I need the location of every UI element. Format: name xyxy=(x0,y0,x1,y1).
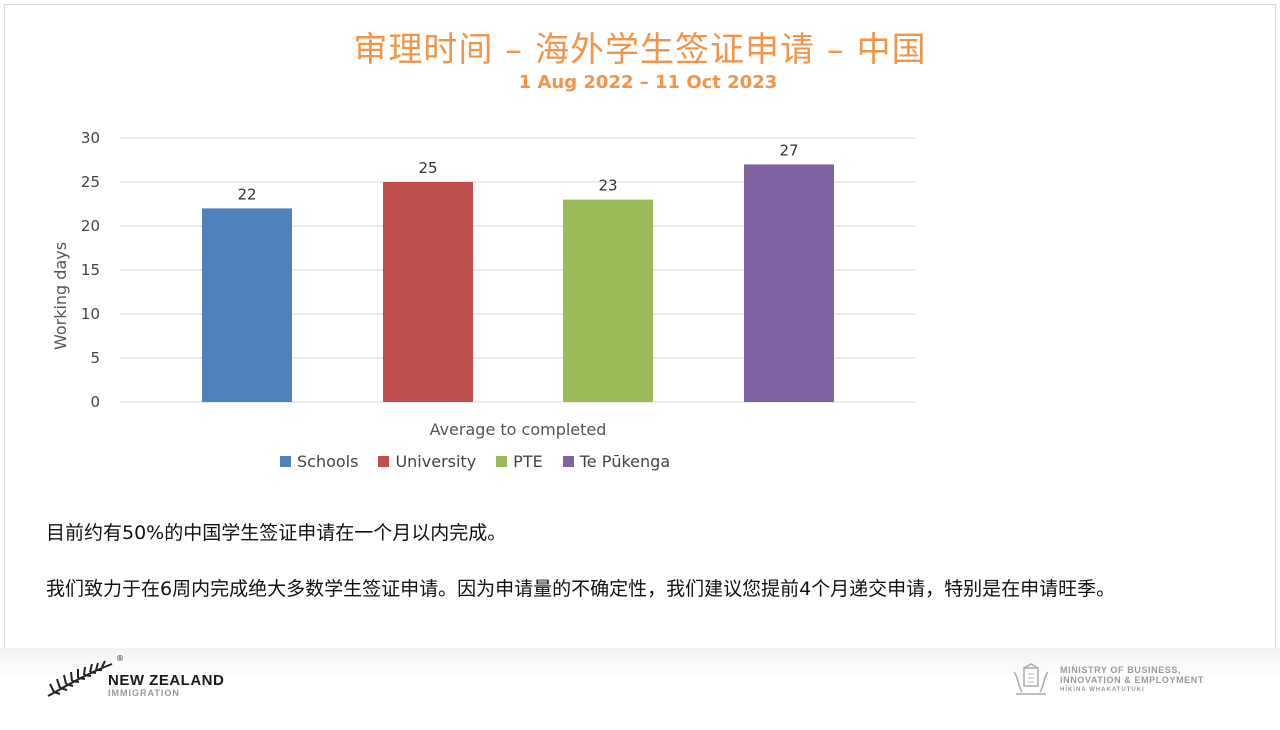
legend-label: Schools xyxy=(297,451,359,471)
legend-swatch xyxy=(496,455,508,467)
bar-schools xyxy=(202,208,292,402)
silver-fern-logo-icon xyxy=(47,660,113,697)
legend-item: Te Pūkenga xyxy=(562,451,671,471)
ministry-name: MINISTRY OF BUSINESS, INNOVATION & EMPLO… xyxy=(1060,665,1204,695)
bar-chart: 0 5 10 15 20 25 30 Working days 22 25 23 27 Average … xyxy=(51,129,916,439)
legend-item: University xyxy=(378,452,476,471)
chart-legend: Schools University PTE Te Pūkenga xyxy=(280,450,690,472)
coat-of-arms-icon xyxy=(1013,663,1049,695)
data-label-te-p-kenga: 27 xyxy=(779,141,798,159)
legend-label: PTE xyxy=(513,451,543,471)
ministry-line-1: MINISTRY OF BUSINESS, xyxy=(1060,665,1182,675)
y-tick-label-25: 25 xyxy=(81,173,100,191)
y-tick-label-30: 30 xyxy=(81,129,100,147)
brand-subtitle: IMMIGRATION xyxy=(108,688,180,698)
legend-swatch xyxy=(280,455,291,467)
registered-mark: ® xyxy=(116,654,124,663)
legend-item: Schools xyxy=(280,452,358,471)
data-label-pte: 23 xyxy=(598,177,617,195)
y-axis-title: Working days xyxy=(51,242,70,350)
y-tick-label-20: 20 xyxy=(81,217,100,235)
y-tick-label-5: 5 xyxy=(90,349,100,367)
y-tick-label-10: 10 xyxy=(81,305,100,323)
y-tick-label-15: 15 xyxy=(81,261,100,279)
legend-item: PTE xyxy=(496,452,543,471)
ministry-line-3: HĪKINA WHAKATUTUKI xyxy=(1060,687,1145,693)
legend-swatch xyxy=(378,455,390,467)
legend-swatch xyxy=(562,455,574,467)
legend-label: University xyxy=(395,451,477,471)
data-label-schools: 22 xyxy=(237,185,256,203)
bar-university xyxy=(383,182,473,402)
bar-pte xyxy=(563,199,653,402)
slide-subtitle: 1 Aug 2022 – 11 Oct 2023 xyxy=(518,72,778,93)
brand-name: NEW ZEALAND xyxy=(108,672,225,689)
slide-title: 审理时间 – 海外学生签证申请 – 中国 xyxy=(353,30,927,70)
legend-label: Te Pūkenga xyxy=(579,451,671,471)
x-category-label: Average to completed xyxy=(430,420,607,439)
data-label-university: 25 xyxy=(418,159,437,177)
paragraph-processing-share: 目前约有50%的中国学生签证申请在一个月以内完成。 xyxy=(46,522,507,544)
ministry-line-2: INNOVATION & EMPLOYMENT xyxy=(1060,675,1204,685)
bar-te-p-kenga xyxy=(744,164,834,402)
paragraph-recommendation: 我们致力于在6周内完成绝大多数学生签证申请。因为申请量的不确定性，我们建议您提前… xyxy=(46,578,1116,600)
y-tick-label-0: 0 xyxy=(90,393,100,411)
footer-bar xyxy=(0,648,1280,730)
